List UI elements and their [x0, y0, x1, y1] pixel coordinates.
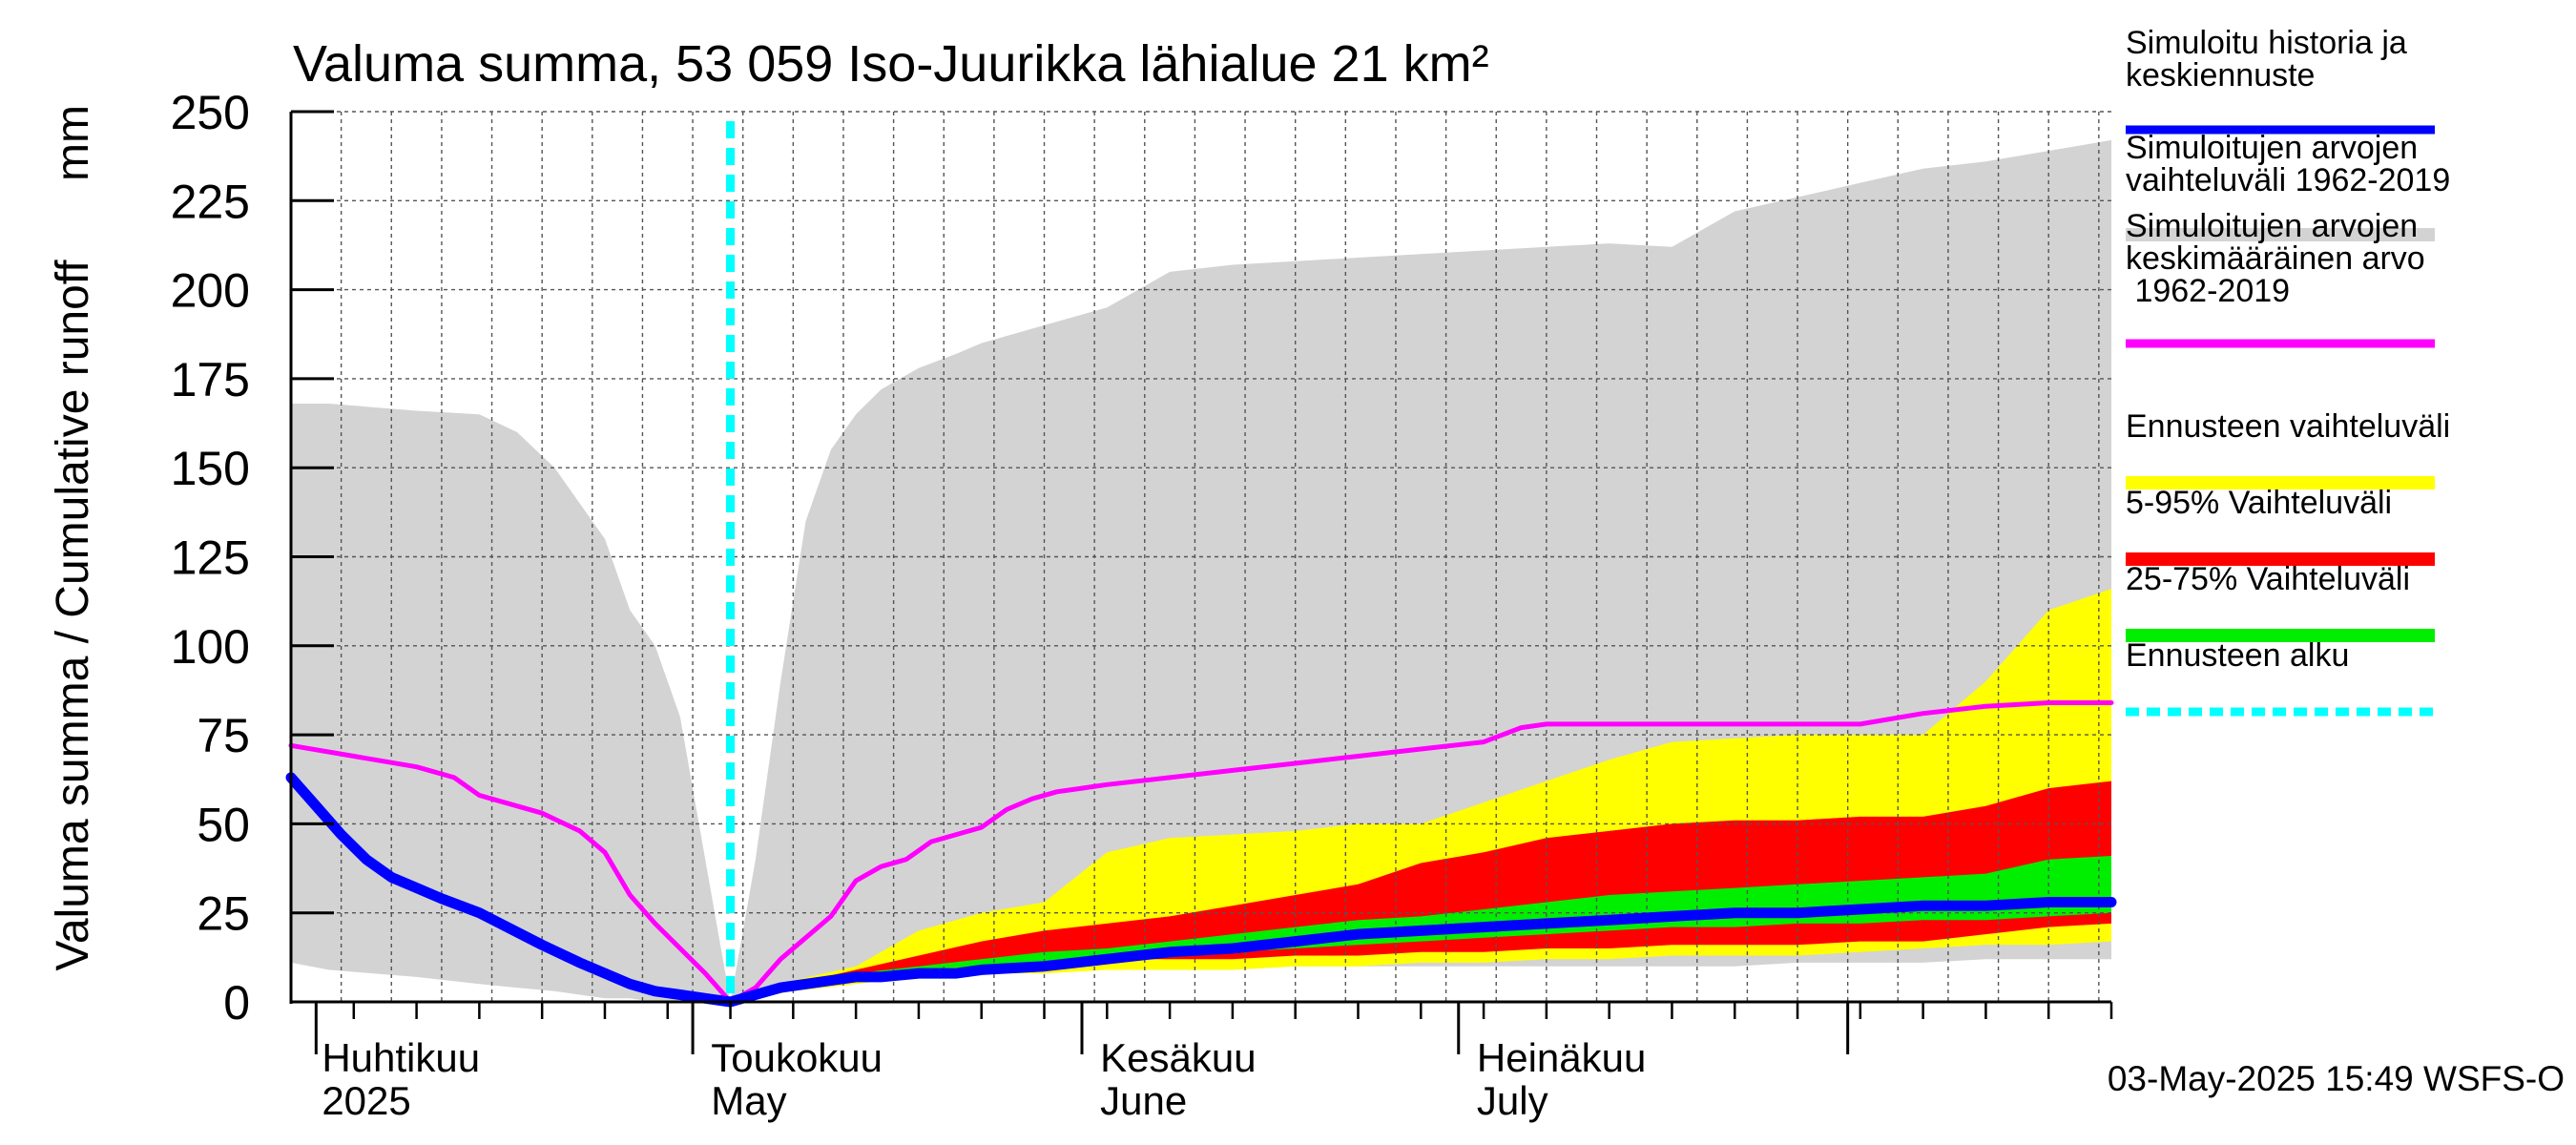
y-tick-label: 50	[197, 798, 250, 851]
legend-label-line: keskimääräinen arvo	[2126, 240, 2425, 277]
x-month-label-fi: Toukokuu	[711, 1035, 883, 1080]
y-axis-label: Valuma summa / Cumulative runoff	[48, 260, 98, 971]
y-tick-label: 100	[171, 620, 250, 674]
legend-label: 5-95% Vaihteluväli	[2126, 485, 2392, 521]
legend-label-line: Simuloitujen arvojen	[2126, 130, 2418, 166]
legend-label: Simuloitujen arvojen vaihteluväli 1962-20…	[2126, 130, 2450, 198]
timestamp: 03-May-2025 15:49 WSFS-O	[2108, 1059, 2565, 1098]
legend-label-line: Simuloitu historia ja	[2126, 25, 2407, 61]
legend-label-line: 5-95% Vaihteluväli	[2126, 485, 2392, 521]
y-tick-label: 125	[171, 531, 250, 585]
y-tick-label: 200	[171, 264, 250, 318]
chart-title: Valuma summa, 53 059 Iso-Juurikka lähial…	[293, 35, 1489, 93]
y-axis-unit: mm	[48, 105, 98, 181]
legend-label: Simuloitujen arvojen keskimääräinen arvo …	[2126, 208, 2425, 309]
x-month-label-en: 2025	[322, 1078, 410, 1123]
x-month-label-fi: Heinäkuu	[1477, 1035, 1646, 1080]
legend-label: Simuloitu historia ja keskiennuste	[2126, 25, 2407, 94]
y-tick-label: 225	[171, 175, 250, 228]
y-tick-label: 25	[197, 887, 250, 941]
legend-label-line: Ennusteen alku	[2126, 637, 2349, 674]
legend-label-line: vaihteluväli 1962-2019	[2126, 162, 2450, 198]
y-tick-label: 75	[197, 709, 250, 762]
plot-area: 0 25 50 75 100 125 150 175 200 225 250 Huhtikuu2025…	[171, 86, 2117, 1123]
y-tick-label: 150	[171, 442, 250, 495]
x-month-label-fi: Kesäkuu	[1100, 1035, 1256, 1080]
x-month-label-fi: Huhtikuu	[322, 1035, 480, 1080]
x-month-label-en: June	[1100, 1078, 1187, 1123]
legend-label-line: Simuloitujen arvojen	[2126, 208, 2418, 244]
band-series-2	[730, 781, 2111, 1002]
legend-label: Ennusteen alku	[2126, 637, 2349, 674]
x-month-label-en: July	[1477, 1078, 1548, 1123]
legend-label: Ennusteen vaihteluväli	[2126, 408, 2450, 445]
y-tick-label: 0	[223, 976, 250, 1030]
line-series-5	[285, 772, 2117, 1008]
legend: Simuloitu historia ja keskiennusteSimuloi…	[2126, 25, 2450, 717]
legend-label: 25-75% Vaihteluväli	[2126, 561, 2410, 597]
legend-label-line: Ennusteen vaihteluväli	[2126, 408, 2450, 445]
legend-label-line: 1962-2019	[2126, 273, 2290, 309]
x-month-label-en: May	[711, 1078, 786, 1123]
y-tick-label: 175	[171, 353, 250, 406]
y-tick-label: 250	[171, 86, 250, 139]
legend-label-line: keskiennuste	[2126, 57, 2315, 94]
line-series-4	[288, 700, 2114, 1005]
legend-label-line: 25-75% Vaihteluväli	[2126, 561, 2410, 597]
